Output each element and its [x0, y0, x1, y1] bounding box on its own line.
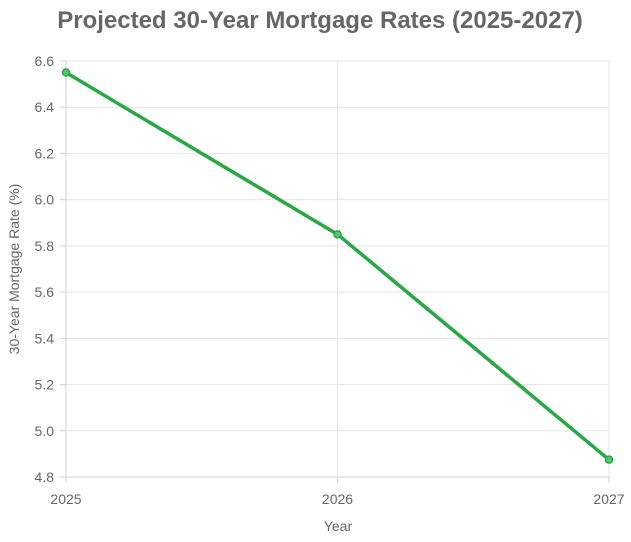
series-layer — [61, 68, 614, 464]
x-tick-label: 2025 — [50, 491, 81, 507]
tick-labels: 4.8 5.0 5.2 5.4 5.6 5.8 6.0 6.2 6.4 6.6 2025 2026 20… — [35, 53, 625, 507]
x-axis-title: Year — [324, 518, 353, 534]
chart-title: Projected 30-Year Mortgage Rates (2025-2… — [57, 7, 583, 34]
y-tick-label: 6.6 — [35, 53, 55, 69]
data-point[interactable] — [604, 455, 614, 464]
axes — [60, 60, 610, 483]
y-axis-title: 30-Year Mortgage Rate (%) — [6, 184, 22, 355]
y-tick-label: 5.0 — [35, 423, 55, 439]
x-tick-label: 2026 — [322, 491, 353, 507]
y-tick-label: 6.4 — [35, 99, 55, 115]
grid — [65, 60, 610, 478]
y-tick-label: 5.4 — [35, 330, 55, 346]
y-tick-label: 6.2 — [35, 145, 55, 161]
data-point[interactable] — [333, 230, 342, 239]
y-tick-label: 5.8 — [35, 238, 55, 254]
y-tick-label: 5.2 — [35, 377, 55, 393]
y-tick-label: 6.0 — [35, 192, 55, 208]
y-tick-label: 5.6 — [35, 284, 55, 300]
x-tick-label: 2027 — [593, 491, 624, 507]
y-tick-label: 4.8 — [35, 469, 55, 485]
data-point[interactable] — [61, 68, 71, 77]
